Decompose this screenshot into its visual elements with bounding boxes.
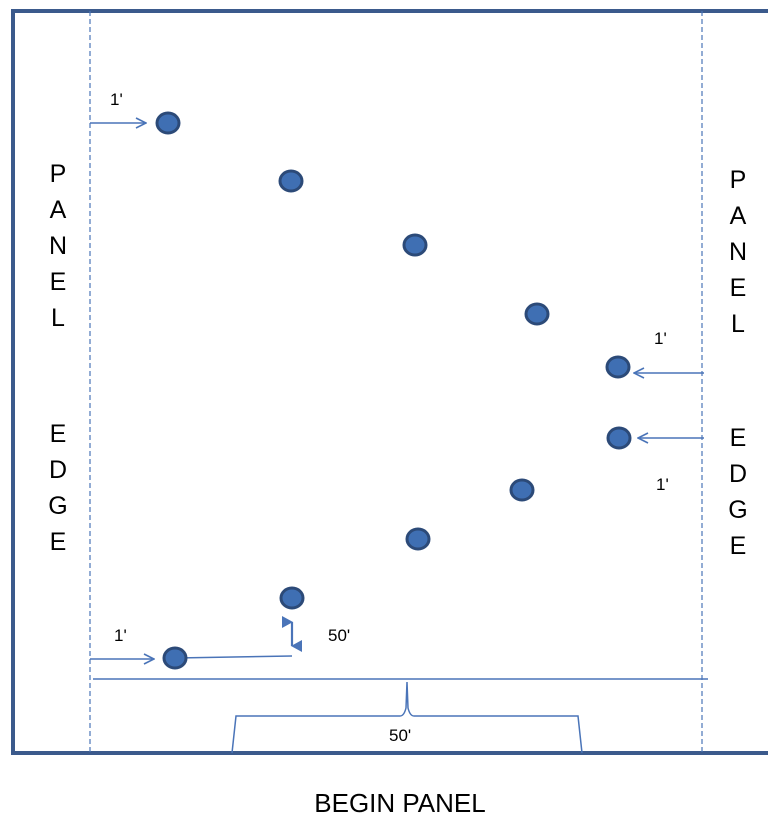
vertical-letter: A bbox=[50, 196, 67, 224]
point-2 bbox=[278, 169, 304, 193]
point-6 bbox=[606, 426, 632, 450]
vertical-spacing-label: 50' bbox=[328, 626, 350, 645]
point-8 bbox=[405, 527, 431, 551]
vertical-letter: E bbox=[730, 274, 747, 302]
vertical-letter: D bbox=[49, 456, 67, 484]
points bbox=[155, 111, 632, 670]
begin-panel-caption: BEGIN PANEL bbox=[314, 788, 485, 815]
vertical-letter: P bbox=[730, 166, 747, 194]
vertical-letter: N bbox=[49, 232, 67, 260]
bottom-left-offset-label: 1' bbox=[114, 626, 127, 645]
point-9 bbox=[279, 586, 305, 610]
point-5 bbox=[605, 355, 631, 379]
vertical-letter: E bbox=[50, 528, 67, 556]
point-7 bbox=[509, 478, 535, 502]
right-panel-label: PANEL bbox=[729, 166, 747, 338]
vertical-letter: P bbox=[50, 160, 67, 188]
panel-border bbox=[11, 9, 768, 755]
right-lower-offset-label: 1' bbox=[656, 475, 669, 494]
vertical-letter: L bbox=[51, 304, 65, 332]
horizontal-span-label: 50' bbox=[389, 726, 411, 745]
vertical-letter: E bbox=[730, 532, 747, 560]
point-3 bbox=[402, 233, 428, 257]
vertical-letter: E bbox=[730, 424, 747, 452]
left-panel-label: PANEL bbox=[49, 160, 67, 332]
point-4 bbox=[524, 302, 550, 326]
point-10 bbox=[162, 646, 188, 670]
span-bracket bbox=[231, 681, 583, 754]
vertical-letter: E bbox=[50, 420, 67, 448]
vertical-letter: G bbox=[48, 492, 67, 520]
vertical-letter: E bbox=[50, 268, 67, 296]
vertical-letter: G bbox=[728, 496, 747, 524]
vertical-letter: N bbox=[729, 238, 747, 266]
point-1 bbox=[155, 111, 181, 135]
top-left-offset-label: 1' bbox=[110, 90, 123, 109]
bottom-connector-line bbox=[175, 655, 293, 659]
vertical-letter: L bbox=[731, 310, 745, 338]
right-upper-offset-label: 1' bbox=[654, 329, 667, 348]
vertical-letter: A bbox=[730, 202, 747, 230]
vertical-letter: D bbox=[729, 460, 747, 488]
